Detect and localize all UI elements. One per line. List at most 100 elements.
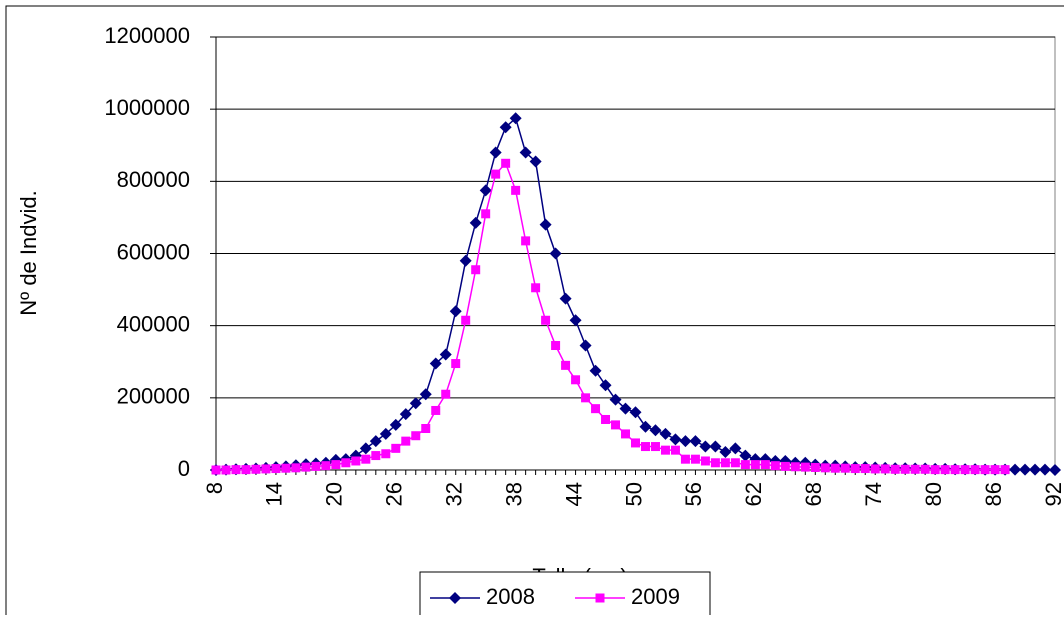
marker (271, 464, 281, 474)
marker (519, 146, 532, 159)
marker (589, 364, 602, 377)
marker (950, 465, 960, 475)
marker (990, 465, 1000, 475)
marker (521, 236, 531, 246)
marker (920, 464, 930, 474)
marker (650, 442, 660, 452)
marker (531, 283, 541, 293)
marker (549, 247, 562, 260)
marker (970, 465, 980, 475)
x-tick-label: 26 (382, 482, 407, 506)
marker (451, 359, 461, 369)
marker (539, 218, 552, 231)
marker (609, 393, 622, 406)
x-tick-label: 68 (801, 482, 826, 506)
x-tick-label: 80 (921, 482, 946, 506)
marker (449, 592, 461, 604)
legend-label: 2009 (631, 584, 680, 609)
marker (640, 442, 650, 452)
marker (441, 389, 451, 399)
legend-box (419, 571, 711, 620)
marker (541, 315, 551, 325)
marker (449, 305, 462, 318)
y-tick-label: 200000 (117, 384, 190, 409)
marker (900, 464, 910, 474)
marker (291, 463, 301, 473)
marker (689, 435, 702, 448)
marker (699, 440, 712, 453)
marker (700, 456, 710, 466)
x-tick-label: 62 (741, 482, 766, 506)
marker (579, 339, 592, 352)
marker (1019, 463, 1032, 476)
marker (740, 460, 750, 470)
marker (709, 440, 722, 453)
y-tick-label: 1200000 (104, 23, 190, 48)
marker (830, 463, 840, 473)
marker (840, 463, 850, 473)
marker (639, 420, 652, 433)
marker (631, 438, 640, 448)
y-tick-label: 600000 (117, 239, 190, 264)
marker (361, 454, 371, 464)
marker (719, 445, 732, 458)
marker (381, 449, 391, 459)
marker (281, 463, 291, 473)
marker (1029, 463, 1042, 476)
marker (599, 379, 612, 392)
marker (670, 445, 680, 455)
marker (680, 454, 690, 464)
x-tick-label: 44 (561, 482, 586, 506)
marker (1039, 463, 1052, 476)
marker (321, 461, 331, 471)
x-tick-label: 56 (681, 482, 706, 506)
marker (760, 460, 770, 470)
marker (770, 461, 780, 471)
marker (389, 418, 402, 431)
marker (669, 433, 682, 446)
marker (619, 402, 632, 415)
marker (739, 449, 752, 462)
marker (489, 146, 502, 159)
marker (509, 112, 522, 125)
marker (780, 461, 790, 471)
marker (371, 451, 381, 461)
x-tick-label: 86 (981, 482, 1006, 506)
marker (571, 375, 581, 385)
marker (660, 445, 670, 455)
marker (231, 465, 241, 475)
x-tick-label: 92 (1041, 482, 1064, 506)
marker (391, 443, 401, 453)
marker (1009, 463, 1022, 476)
marker (820, 463, 830, 473)
marker (311, 461, 321, 471)
marker (591, 404, 601, 414)
marker (431, 405, 441, 415)
marker (690, 454, 700, 464)
marker (720, 458, 730, 468)
marker (940, 465, 950, 475)
marker (960, 465, 970, 475)
marker (399, 408, 412, 421)
marker (910, 464, 920, 474)
marker (211, 465, 221, 475)
marker (351, 456, 361, 466)
marker (491, 169, 501, 179)
marker (930, 465, 940, 475)
marker (581, 393, 591, 403)
marker (369, 435, 382, 448)
marker (511, 185, 521, 195)
marker (1049, 464, 1061, 476)
marker (860, 464, 870, 474)
y-axis-title: Nº de Indvid. (16, 190, 41, 315)
marker (750, 460, 760, 470)
marker (569, 314, 582, 327)
y-tick-label: 800000 (117, 167, 190, 192)
marker (221, 465, 231, 475)
marker (810, 462, 820, 472)
marker (439, 348, 452, 361)
marker (621, 429, 631, 439)
marker (261, 464, 271, 474)
